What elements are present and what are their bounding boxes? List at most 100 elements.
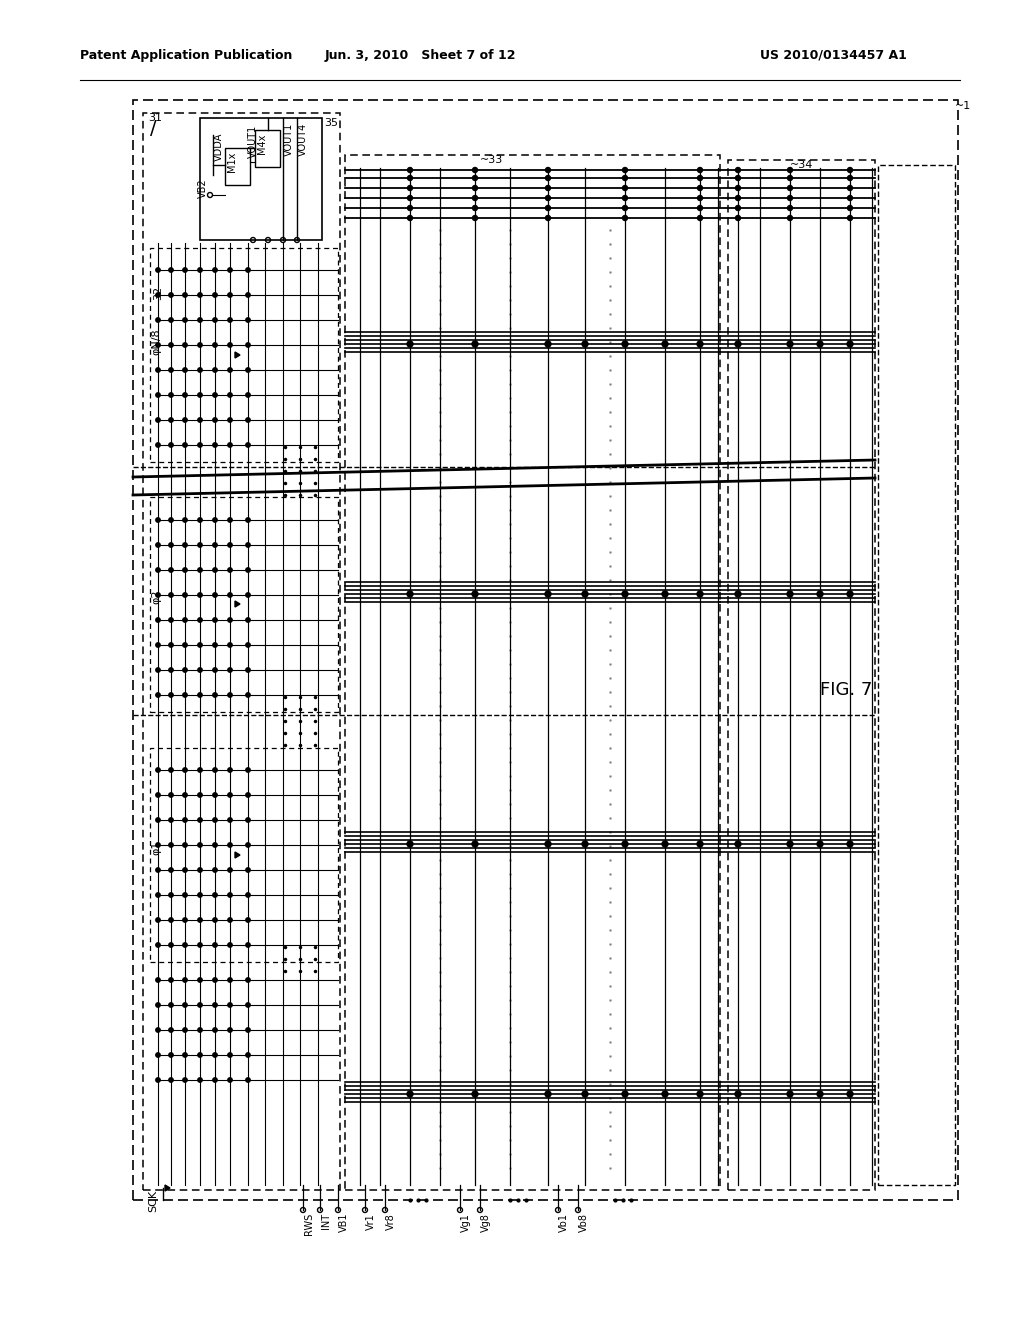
Circle shape (662, 341, 668, 347)
Circle shape (198, 418, 202, 422)
Circle shape (183, 842, 187, 847)
Circle shape (735, 186, 740, 190)
Circle shape (546, 206, 551, 210)
Circle shape (227, 892, 232, 898)
Circle shape (227, 293, 232, 297)
Text: VB1: VB1 (339, 1213, 349, 1233)
Circle shape (169, 842, 173, 847)
Circle shape (246, 867, 250, 873)
Circle shape (169, 318, 173, 322)
Circle shape (622, 341, 628, 347)
Circle shape (213, 768, 217, 772)
Circle shape (198, 543, 202, 548)
Text: /: / (150, 119, 157, 137)
Circle shape (787, 168, 793, 173)
Circle shape (246, 818, 250, 822)
Circle shape (227, 318, 232, 322)
Circle shape (156, 593, 160, 597)
Circle shape (697, 591, 703, 597)
Text: Vb1: Vb1 (559, 1213, 569, 1232)
Circle shape (227, 517, 232, 523)
Circle shape (183, 917, 187, 923)
Circle shape (169, 668, 173, 672)
Circle shape (198, 892, 202, 898)
Text: Vr8: Vr8 (386, 1213, 396, 1230)
Circle shape (156, 517, 160, 523)
Circle shape (213, 318, 217, 322)
Bar (200, 117, 322, 240)
Circle shape (787, 341, 793, 347)
Circle shape (198, 318, 202, 322)
Circle shape (156, 1028, 160, 1032)
Circle shape (227, 343, 232, 347)
Bar (345, 154, 720, 1191)
Circle shape (622, 1092, 628, 1097)
Circle shape (246, 418, 250, 422)
Circle shape (198, 568, 202, 572)
Circle shape (246, 892, 250, 898)
Circle shape (198, 693, 202, 697)
Circle shape (246, 842, 250, 847)
Circle shape (246, 268, 250, 272)
Circle shape (156, 442, 160, 447)
Circle shape (183, 693, 187, 697)
Text: Patent Application Publication: Patent Application Publication (80, 49, 293, 62)
Text: Jun. 3, 2010   Sheet 7 of 12: Jun. 3, 2010 Sheet 7 of 12 (325, 49, 516, 62)
Circle shape (546, 195, 551, 201)
Circle shape (213, 543, 217, 548)
Circle shape (198, 1028, 202, 1032)
Circle shape (246, 1078, 250, 1082)
Circle shape (408, 186, 413, 190)
Circle shape (227, 1053, 232, 1057)
Text: ~1: ~1 (955, 102, 971, 111)
Circle shape (169, 442, 173, 447)
Circle shape (787, 195, 793, 201)
Circle shape (787, 1092, 793, 1097)
Circle shape (735, 341, 741, 347)
Circle shape (169, 543, 173, 548)
Circle shape (848, 215, 853, 220)
Circle shape (246, 293, 250, 297)
Circle shape (213, 1003, 217, 1007)
Circle shape (183, 1078, 187, 1082)
Circle shape (227, 668, 232, 672)
Text: VOUT1: VOUT1 (284, 123, 294, 156)
Circle shape (662, 591, 668, 597)
Circle shape (227, 942, 232, 948)
Circle shape (582, 341, 588, 347)
Circle shape (787, 841, 793, 847)
Circle shape (246, 917, 250, 923)
Circle shape (847, 341, 853, 347)
Circle shape (169, 917, 173, 923)
Circle shape (198, 1078, 202, 1082)
Text: M4x: M4x (257, 135, 267, 154)
Text: VOUT4: VOUT4 (298, 123, 308, 156)
Bar (143, 114, 340, 1191)
Circle shape (169, 892, 173, 898)
Bar (150, 748, 338, 962)
Circle shape (169, 978, 173, 982)
Circle shape (183, 393, 187, 397)
Circle shape (198, 1053, 202, 1057)
Circle shape (697, 195, 702, 201)
Circle shape (213, 293, 217, 297)
Circle shape (246, 543, 250, 548)
Circle shape (735, 206, 740, 210)
Circle shape (169, 693, 173, 697)
Circle shape (697, 841, 703, 847)
Circle shape (198, 942, 202, 948)
Circle shape (213, 418, 217, 422)
Circle shape (213, 842, 217, 847)
Circle shape (183, 593, 187, 597)
Circle shape (198, 293, 202, 297)
Circle shape (169, 568, 173, 572)
Circle shape (227, 768, 232, 772)
Circle shape (213, 818, 217, 822)
Circle shape (156, 293, 160, 297)
Circle shape (246, 593, 250, 597)
Circle shape (735, 168, 740, 173)
Circle shape (183, 318, 187, 322)
Circle shape (169, 942, 173, 948)
Circle shape (847, 591, 853, 597)
Circle shape (848, 168, 853, 173)
